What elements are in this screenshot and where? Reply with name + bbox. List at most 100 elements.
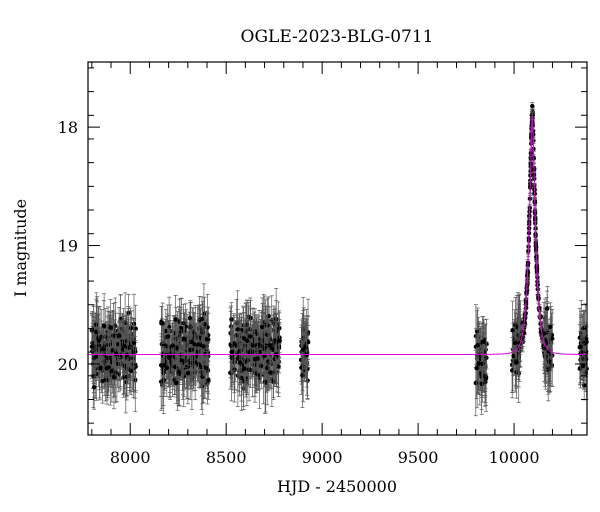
data-marker — [179, 325, 184, 331]
data-marker — [195, 349, 201, 355]
data-point — [206, 312, 211, 358]
data-marker — [232, 367, 237, 372]
data-marker — [192, 342, 197, 347]
data-point — [122, 319, 127, 373]
data-marker — [110, 348, 116, 353]
data-marker — [196, 342, 201, 347]
data-marker — [128, 325, 134, 331]
data-marker — [192, 360, 198, 365]
data-marker — [100, 378, 105, 384]
data-point — [117, 312, 122, 358]
data-point — [98, 352, 103, 384]
data-marker — [100, 346, 105, 352]
data-marker — [111, 333, 116, 338]
data-point — [111, 303, 116, 369]
data-point — [91, 364, 97, 410]
data-marker — [174, 380, 179, 386]
data-marker — [265, 365, 270, 371]
data-marker — [108, 325, 113, 330]
data-marker — [253, 362, 258, 368]
data-marker — [229, 317, 234, 322]
data-point — [106, 339, 111, 396]
data-marker — [479, 381, 484, 387]
data-marker — [242, 366, 247, 371]
data-marker — [267, 343, 272, 348]
data-marker — [126, 345, 131, 351]
data-point — [111, 344, 117, 410]
data-marker — [181, 336, 187, 341]
data-marker — [160, 321, 165, 326]
data-point — [93, 336, 99, 378]
data-marker — [204, 337, 209, 342]
chart-title: OGLE-2023-BLG-0711 — [241, 27, 434, 47]
data-marker — [120, 347, 125, 352]
data-marker — [110, 368, 115, 374]
data-marker — [181, 320, 186, 326]
data-marker — [244, 338, 250, 344]
data-marker — [199, 316, 205, 322]
data-marker — [229, 349, 235, 355]
data-point — [96, 318, 102, 363]
data-marker — [131, 340, 137, 346]
data-marker — [89, 344, 95, 349]
data-marker — [273, 338, 278, 343]
data-marker — [481, 339, 486, 344]
data-marker — [91, 385, 97, 390]
data-marker — [248, 334, 253, 339]
data-marker — [277, 325, 282, 331]
data-marker — [173, 317, 178, 322]
data-point — [131, 319, 137, 367]
data-marker — [187, 315, 193, 321]
data-marker — [104, 377, 110, 383]
data-marker — [165, 334, 171, 339]
data-marker — [133, 326, 138, 331]
data-marker — [480, 361, 485, 367]
data-marker — [484, 355, 489, 360]
data-marker — [164, 365, 170, 371]
data-marker — [200, 330, 205, 335]
data-point — [108, 299, 113, 357]
data-marker — [185, 370, 191, 376]
data-marker — [237, 360, 243, 365]
data-marker — [106, 355, 111, 361]
data-marker — [96, 338, 102, 344]
data-marker — [106, 365, 111, 370]
data-marker — [178, 330, 184, 335]
data-marker — [258, 363, 264, 369]
data-marker — [117, 353, 123, 358]
data-points — [89, 102, 589, 417]
data-marker — [206, 378, 211, 383]
data-marker — [235, 327, 240, 332]
data-marker — [93, 354, 99, 360]
data-marker — [128, 368, 134, 374]
data-marker — [475, 342, 480, 348]
data-marker — [90, 340, 95, 346]
data-marker — [473, 380, 478, 386]
data-marker — [300, 373, 305, 378]
data-marker — [257, 349, 263, 355]
data-marker — [476, 361, 481, 366]
data-marker — [199, 370, 204, 375]
data-marker — [200, 374, 205, 379]
data-marker — [300, 347, 306, 352]
data-marker — [232, 341, 237, 347]
data-marker — [304, 352, 309, 358]
data-marker — [117, 333, 122, 338]
data-marker — [206, 332, 211, 338]
data-marker — [474, 365, 479, 371]
data-marker — [98, 365, 103, 371]
data-marker — [130, 349, 136, 355]
data-marker — [268, 370, 273, 375]
data-marker — [530, 103, 535, 109]
data-point — [100, 331, 105, 367]
data-marker — [250, 343, 255, 348]
data-marker — [243, 343, 248, 348]
data-marker — [201, 344, 206, 349]
data-point — [94, 298, 99, 366]
data-point — [89, 314, 95, 379]
data-point — [128, 346, 134, 396]
data-marker — [202, 322, 207, 327]
data-marker — [94, 329, 99, 335]
data-marker — [483, 376, 489, 381]
